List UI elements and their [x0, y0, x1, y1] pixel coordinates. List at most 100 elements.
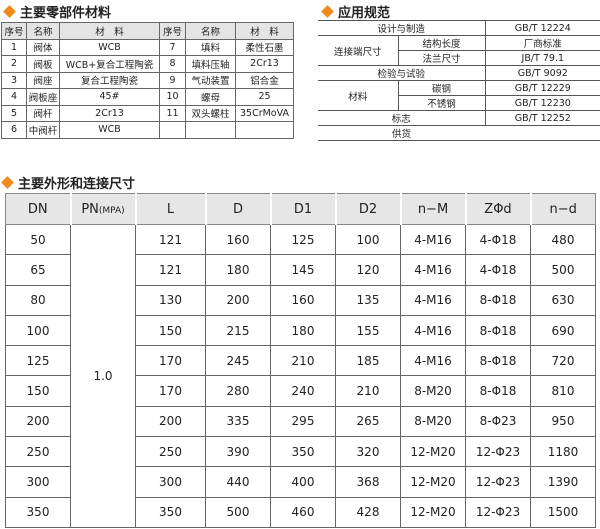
dims-cell: 400	[270, 466, 336, 498]
parts-cell: 阀体	[26, 38, 60, 56]
dims-cell: 810	[530, 375, 596, 407]
parts-cell: 5	[1, 104, 27, 122]
spec-row: 材料 碳钢 GB/T 12229	[318, 80, 600, 111]
dims-cell: 690	[530, 314, 596, 347]
dims-cell: 160	[270, 284, 336, 316]
parts-cell: 复合工程陶瓷	[59, 71, 160, 89]
parts-cell: 11	[159, 104, 186, 122]
dims-cell: 180	[270, 314, 336, 347]
dims-title-text: 主要外形和连接尺寸	[18, 177, 136, 192]
dims-row: 150 170 280 240 210 8-M20 8-Φ18 810	[5, 375, 596, 407]
spec-row: 供货	[318, 125, 600, 141]
dims-cell: 4-M16	[400, 314, 466, 347]
dims-cell: 250	[135, 436, 206, 468]
parts-cell: WCB+复合工程陶瓷	[59, 55, 160, 73]
parts-cell: 阀座	[26, 71, 60, 89]
dims-cell: 125	[270, 223, 336, 256]
parts-row: 3 阀座 复合工程陶瓷 9 气动装置 铝合金	[1, 71, 294, 89]
dims-cell: 440	[205, 466, 271, 498]
column-header: 材 料	[235, 22, 294, 40]
dims-row: 100 150 215 180 155 4-M16 8-Φ18 690	[5, 314, 596, 347]
pn-unit: (MPA)	[98, 205, 125, 216]
column-header: DN	[5, 193, 71, 225]
parts-cell	[185, 121, 236, 139]
dims-row: 65 121 180 145 120 4-M16 4-Φ18 500	[5, 254, 596, 286]
dims-cell: 150	[5, 375, 71, 407]
spec-value: GB/T 9092	[485, 65, 600, 81]
dims-cell: 720	[530, 345, 596, 377]
dims-cell: 210	[335, 375, 401, 407]
column-header: D	[204, 193, 271, 225]
dims-cell: 8-M20	[400, 405, 466, 438]
dims-cell: 8-M20	[400, 375, 466, 407]
dims-cell: 12-M20	[400, 436, 466, 468]
parts-cell: 螺母	[185, 88, 236, 106]
dims-header-row: DN PN(MPA) L D D1 D2 n−M ZΦd n−d	[5, 193, 596, 225]
dims-cell: 160	[205, 223, 271, 256]
dims-cell: 170	[135, 375, 206, 407]
dims-cell: 8-Φ18	[465, 314, 531, 347]
dims-cell: 200	[135, 405, 206, 438]
spec-row: 连接端尺寸 结构长度 厂商标准	[318, 35, 600, 66]
column-header: ZΦd	[464, 193, 531, 225]
spec-row: 检验与试验 GB/T 9092	[318, 65, 600, 81]
parts-cell: 25	[235, 88, 294, 106]
parts-row: 2 阀板 WCB+复合工程陶瓷 8 填料压轴 2Cr13	[1, 55, 294, 73]
parts-cell: 4	[1, 88, 27, 106]
dims-cell: 125	[5, 345, 71, 377]
dims-cell: 8-Φ18	[465, 284, 531, 316]
pn-value: 1.0	[70, 224, 136, 528]
spec-section-title: 应用规范	[320, 2, 390, 21]
spec-sublabel: 法兰尺寸	[398, 50, 486, 66]
dims-row: 300 300 440 400 368 12-M20 12-Φ23 1390	[5, 466, 596, 498]
dims-cell: 350	[135, 496, 206, 528]
column-header-pn: PN(MPA)	[69, 193, 136, 225]
dims-cell: 300	[135, 466, 206, 498]
parts-cell: WCB	[59, 38, 160, 56]
dims-cell: 150	[135, 314, 206, 347]
parts-cell: 9	[159, 71, 186, 89]
parts-cell: 1	[1, 38, 27, 56]
dims-cell: 240	[270, 375, 336, 407]
dims-cell: 350	[5, 496, 71, 528]
dims-cell: 335	[205, 405, 271, 438]
dims-cell: 630	[530, 284, 596, 316]
dims-cell: 295	[270, 405, 336, 438]
dims-cell: 950	[530, 405, 596, 438]
dims-row: 125 170 245 210 185 4-M16 8-Φ18 720	[5, 345, 596, 377]
parts-row: 1 阀体 WCB 7 填料 柔性石墨	[1, 38, 294, 56]
parts-section-title: 主要零部件材料	[2, 2, 111, 21]
spec-value: 厂商标准	[485, 35, 600, 51]
spec-value: GB/T 12224	[485, 20, 600, 36]
diamond-bullet-icon	[1, 176, 14, 189]
dims-cell: 1500	[530, 496, 596, 528]
parts-cell: 气动装置	[185, 71, 236, 89]
spec-value: JB/T 79.1	[485, 50, 600, 66]
dims-cell: 12-Φ23	[465, 466, 531, 498]
dims-cell: 265	[335, 405, 401, 438]
dims-cell: 8-Φ23	[465, 405, 531, 438]
parts-cell: 阀板	[26, 55, 60, 73]
parts-cell	[159, 121, 186, 139]
spec-row: 不锈钢 GB/T 12230	[318, 95, 600, 111]
parts-cell: 阀杆	[26, 104, 60, 122]
dims-section-title: 主要外形和连接尺寸	[0, 173, 135, 192]
dims-cell: 500	[205, 496, 271, 528]
column-header: 材 料	[59, 22, 160, 40]
parts-cell: 3	[1, 71, 27, 89]
dims-cell: 250	[5, 436, 71, 468]
dims-cell: 280	[205, 375, 271, 407]
dims-cell: 245	[205, 345, 271, 377]
parts-table: 序号 名称材 料序号 名称材 料 1 阀体 WCB 7 填料 柔性石墨 2 阀板 WCB+复合工程陶瓷…	[1, 22, 294, 139]
dims-cell: 210	[270, 345, 336, 377]
spec-sublabel: 不锈钢	[398, 95, 486, 111]
column-header: n−M	[399, 193, 466, 225]
parts-cell: 8	[159, 55, 186, 73]
diamond-bullet-icon	[3, 5, 16, 18]
dims-cell: 500	[530, 254, 596, 286]
column-header: 名称	[185, 22, 236, 40]
dims-row: 50 1.0 121 160 125 100 4-M16 4-Φ18 480	[5, 223, 596, 528]
column-header: 序号	[159, 22, 186, 40]
dims-cell: 350	[270, 436, 336, 468]
dimensions-table: DN PN(MPA) L D D1 D2 n−M ZΦd n−d 50 1.0 121 160 125 10…	[5, 193, 596, 528]
